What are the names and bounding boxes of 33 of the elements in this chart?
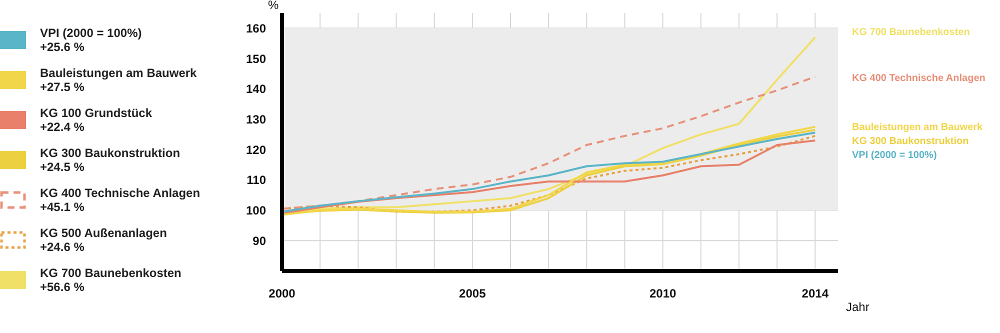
y-tick-label: 90 [252, 234, 266, 248]
text: +25.6 % [40, 40, 86, 54]
y-tick-label: 120 [246, 142, 266, 157]
legend-label: KG 100 Grundstück [40, 106, 152, 120]
x-tick-label: 2014 [802, 286, 829, 301]
y-tick-label: 100 [246, 204, 266, 218]
legend-label: Bauleistungen am Bauwerk [40, 66, 197, 80]
text: +24.5 % [40, 160, 86, 174]
x-tick-label: 2010 [649, 286, 676, 301]
text: KG 400 Technische Anlagen [852, 73, 986, 84]
legend-label: KG 700 Baunebenkosten [40, 266, 182, 280]
y-tick-label: 160 [246, 21, 266, 36]
text: KG 700 Baunebenkosten [852, 27, 970, 38]
legend-label: KG 300 Baukonstruktion [40, 146, 180, 160]
text: VPI (2000 = 100%) [852, 150, 937, 161]
legend-label: VPI (2000 = 100%) [40, 26, 142, 40]
text: +56.6 % [40, 280, 86, 294]
text: +45.1 % [40, 200, 86, 214]
x-tick-label: 2005 [459, 286, 486, 301]
text: Bauleistungen am Bauwerk [852, 122, 983, 133]
text: +24.6 % [40, 240, 86, 254]
legend-label: KG 500 Außenanlagen [40, 226, 167, 240]
y-tick-label: 130 [246, 112, 266, 126]
text: +27.5 % [40, 80, 86, 94]
y-tick-label: 110 [246, 173, 266, 188]
text: +22.4 % [40, 120, 86, 134]
legend-label: KG 400 Technische Anlagen [40, 186, 200, 200]
y-tick-label: 150 [246, 52, 266, 66]
y-tick-label: 140 [246, 82, 266, 96]
y-axis-title: % [268, 0, 279, 12]
text: KG 300 Baukonstruktion [852, 136, 969, 147]
x-tick-label: 2000 [268, 286, 296, 301]
x-axis-title: Jahr [846, 300, 870, 314]
